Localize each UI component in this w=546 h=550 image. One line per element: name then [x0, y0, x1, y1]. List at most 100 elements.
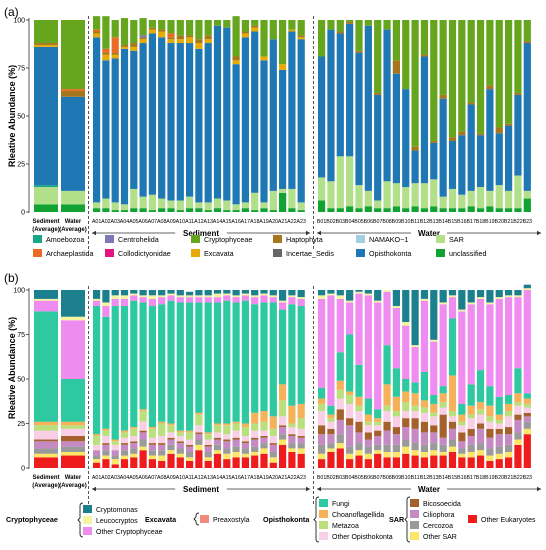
bar-segment-opisthokonta — [260, 60, 268, 203]
bar-segment-leucocryptos — [269, 295, 277, 298]
bar-segment-archaeplastida — [61, 89, 85, 92]
bar-segment-other-opisthokonta — [467, 418, 475, 429]
panel-a-x-tick-labels: A01 A02 A03 A04 A05 A06 A07 A08 A09 A10 A11 A12 A13 A… — [32, 219, 532, 233]
bar-segment-leucocryptos — [476, 297, 485, 299]
bar-segment-sar — [158, 198, 166, 209]
bar-segment-haptophyta — [439, 94, 447, 99]
x-tick-label-a20: A20 — [269, 475, 278, 481]
bar-segment-cercozoa — [318, 444, 326, 454]
bar-segment-sar — [34, 187, 58, 205]
bar-segment-opisthokonta — [495, 133, 503, 186]
bar-segment-choanoflagellida — [288, 405, 296, 424]
bar-segment-other-eukaryotes — [364, 459, 372, 468]
bar-segment-ciliophora — [411, 428, 419, 444]
legend-swatch — [319, 510, 328, 518]
bar-segment-other-eukaryotes — [420, 457, 429, 468]
bar-segment-fungi — [458, 403, 466, 415]
legend-swatch — [83, 527, 92, 535]
bar-segment-bicosoecida — [346, 418, 354, 426]
legend-swatch — [33, 235, 42, 243]
bar-segment-cercozoa — [402, 439, 410, 447]
bar-segment-haptophyta — [34, 43, 58, 45]
bar-segment-other-sar — [130, 453, 138, 458]
bar-segment-other-cryptophyceae — [514, 297, 522, 369]
bar-segment-cryptomonas — [120, 290, 129, 296]
bar-segment-fungi — [167, 300, 175, 424]
bar-segment-cercozoa — [336, 434, 344, 444]
bar-segment-fungi — [61, 379, 85, 422]
bar-segment-choanoflagellida — [61, 421, 85, 426]
bar-segment-opisthokonta — [476, 135, 485, 188]
bar-segment-excavata — [111, 54, 119, 59]
arrow-left-icon — [317, 230, 321, 236]
bar-segment-fungi — [448, 318, 457, 376]
bar-segment-sar — [120, 204, 129, 211]
bar-segment-cryptophyceae — [411, 20, 419, 147]
bar-segment-leucocryptos — [383, 290, 391, 292]
bar-segment-other-eukaryotes — [430, 455, 438, 468]
bar-segment-archaeplastida — [111, 37, 119, 53]
x-tick-label-a20: A20 — [269, 219, 278, 225]
average-label-top: Water — [65, 475, 82, 481]
bar-segment-fungi — [176, 302, 184, 431]
bar-segment-choanoflagellida — [158, 421, 166, 424]
bar-segment-cryptomonas — [355, 290, 363, 292]
bar-segment-choanoflagellida — [523, 398, 531, 404]
bar-segment-sar — [420, 183, 429, 209]
x-tick-label-b07: B07 — [373, 475, 382, 481]
bar-segment-other-eukaryotes — [195, 450, 203, 468]
bar-segment-sar — [61, 190, 85, 205]
bar-segment-unclassified — [336, 208, 344, 212]
bar-segment-other-opisthokonta — [158, 435, 166, 444]
bar-segment-fungi — [223, 300, 231, 424]
bar-segment-cercozoa — [120, 450, 129, 456]
bar-segment-fungi — [34, 311, 58, 422]
bar-segment-bicosoecida — [523, 412, 531, 417]
bar-segment-bicosoecida — [232, 437, 240, 440]
bar-segment-metazoa — [448, 411, 457, 417]
bar-segment-leucocryptos — [176, 295, 184, 298]
x-tick-label-a04: A04 — [120, 219, 129, 225]
bar-segment-cryptomonas — [167, 290, 175, 294]
bar-segment-other-cryptophyceae — [374, 302, 382, 410]
bar-segment-centrohelida — [139, 35, 147, 38]
arrow-left-icon — [92, 486, 96, 492]
bar-segment-ciliophora — [176, 443, 184, 449]
bar-segment-cercozoa — [467, 444, 475, 452]
bar-segment-unclassified — [232, 210, 240, 212]
bar-segment-metazoa — [269, 428, 277, 436]
bar-segment-other-sar — [158, 455, 166, 461]
x-tick-label-b17: B17 — [466, 475, 475, 481]
bar-segment-other-opisthokonta — [288, 427, 296, 435]
bar-segment-sar — [279, 188, 287, 193]
bar-segment-cercozoa — [486, 448, 494, 456]
bar-segment-leucocryptos — [186, 295, 194, 298]
x-tick-label-a08: A08 — [157, 219, 166, 225]
bar-segment-opisthokonta — [61, 96, 85, 191]
bar-segment-ciliophora — [102, 444, 110, 451]
bar-segment-cercozoa — [327, 443, 335, 449]
bar-segment-haptophyta — [130, 43, 138, 47]
bar-segment-cryptophyceae — [467, 20, 475, 103]
bar-segment-haptophyta — [336, 31, 344, 34]
x-tick-label-a05: A05 — [129, 475, 138, 481]
bar-segment-other-opisthokonta — [111, 444, 119, 451]
bar-segment-bicosoecida — [458, 432, 466, 442]
bar-segment-opisthokonta — [213, 25, 222, 199]
bar-segment-haptophyta — [374, 92, 382, 95]
bar-segment-cryptomonas — [232, 290, 240, 296]
bar-segment-other-opisthokonta — [297, 428, 305, 436]
average-label-bottom: (Average) — [59, 483, 86, 489]
legend-swatch — [83, 516, 92, 524]
bar-segment-unclassified — [176, 210, 184, 212]
bar-segment-fungi — [232, 302, 240, 422]
bar-segment-other-cryptophyceae — [139, 297, 147, 303]
bar-segment-cercozoa — [505, 444, 513, 452]
bar-segment-opisthokonta — [327, 29, 335, 182]
bar-segment-opisthokonta — [186, 43, 194, 197]
bar-segment-bicosoecida — [336, 409, 344, 420]
bar-segment-sar — [251, 192, 259, 211]
x-tick-label-b18: B18 — [476, 475, 485, 481]
bar-segment-bicosoecida — [383, 421, 391, 431]
bar-segment-cercozoa — [458, 448, 466, 454]
